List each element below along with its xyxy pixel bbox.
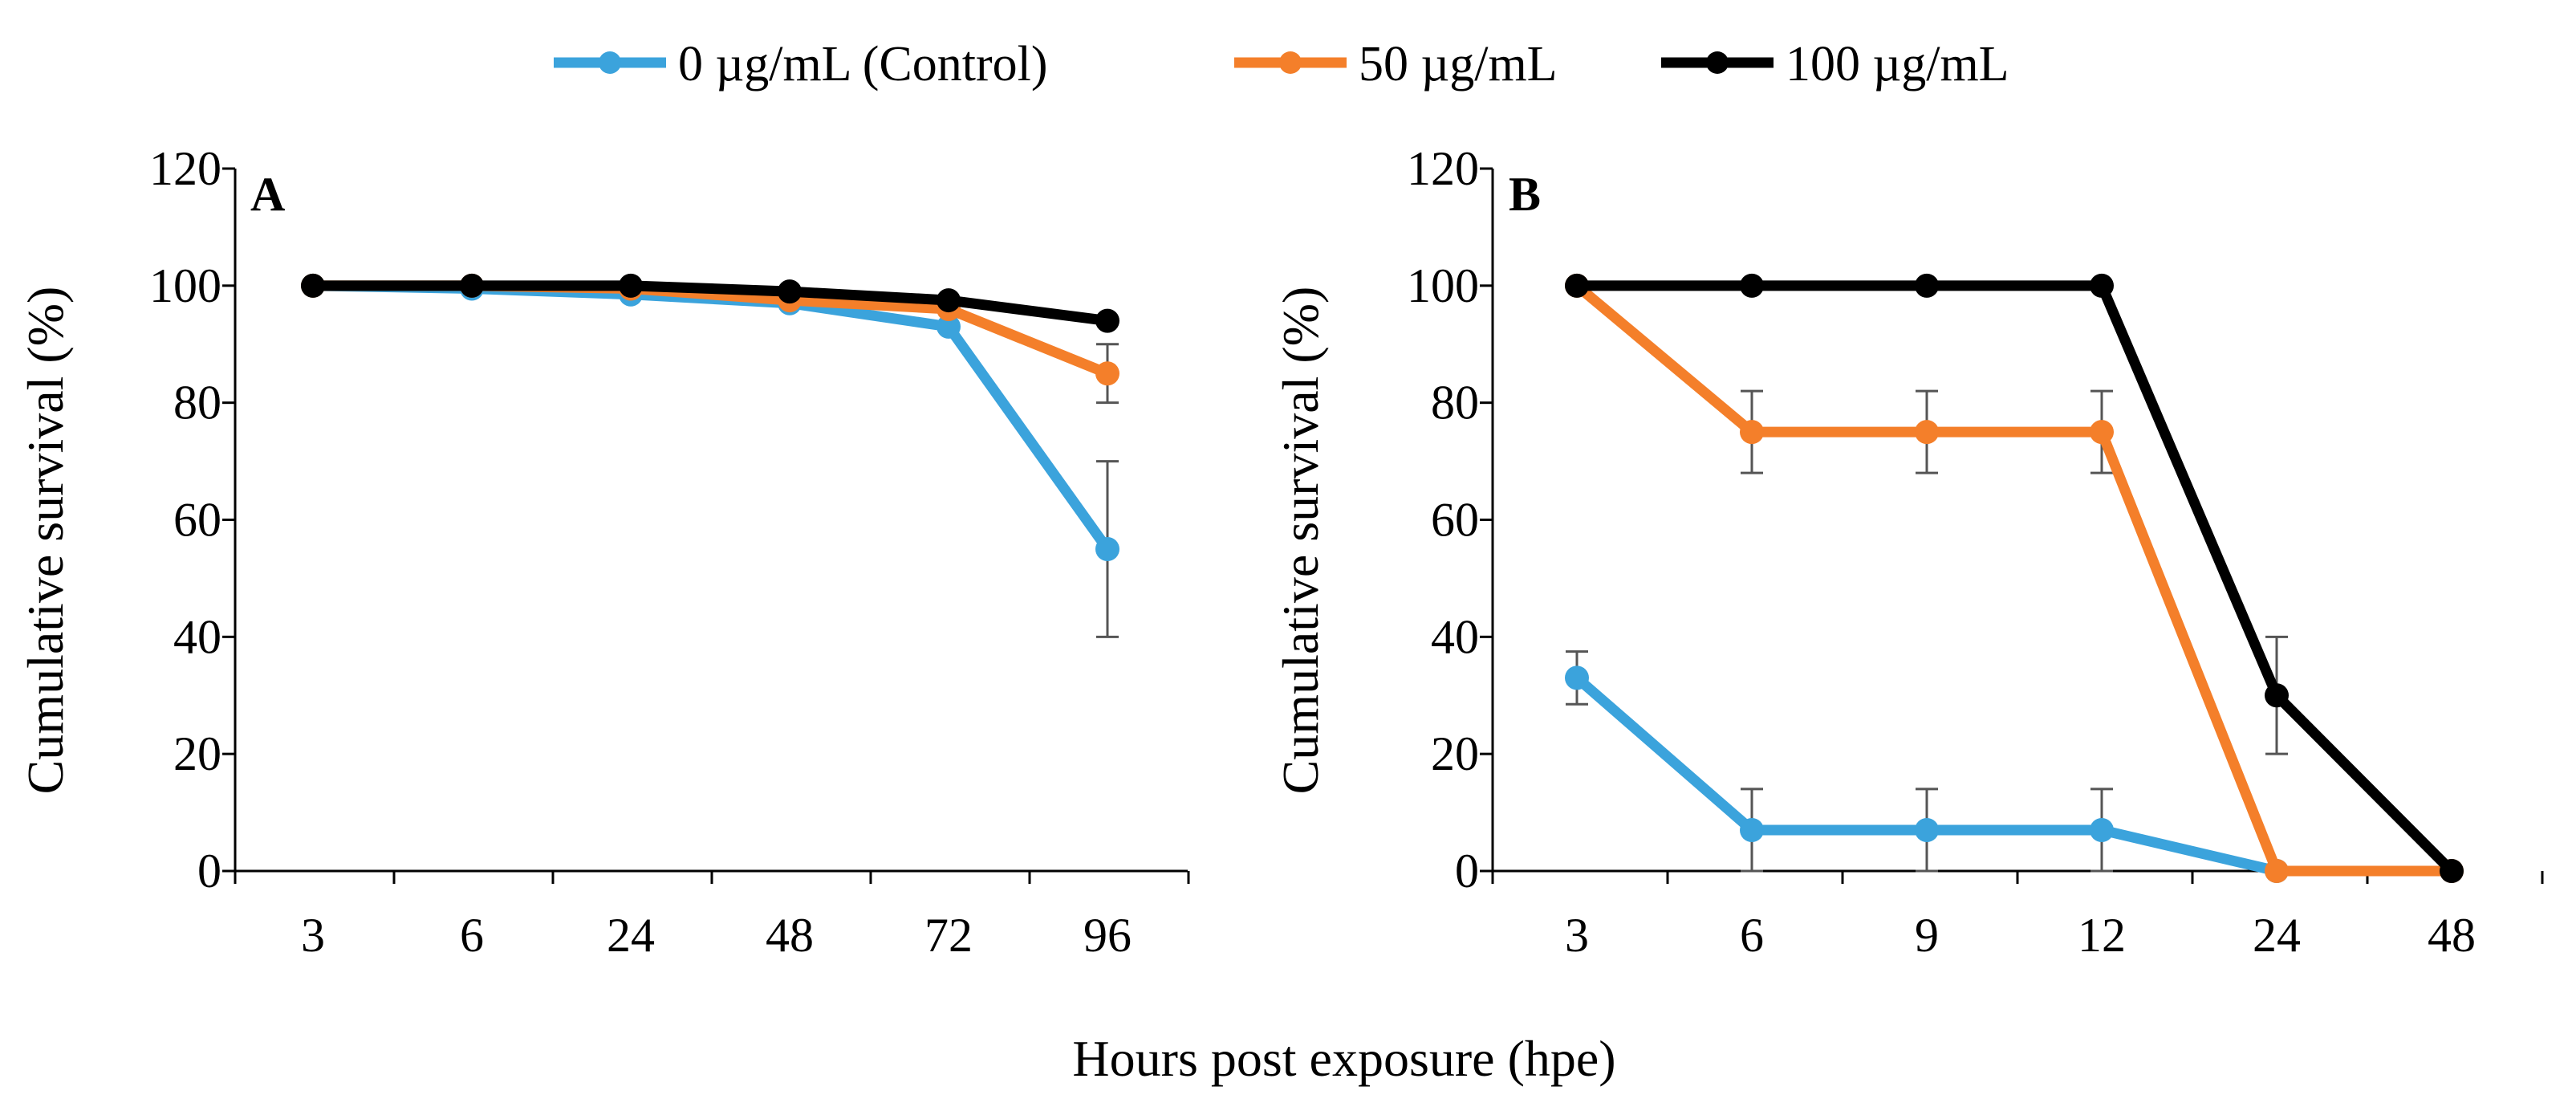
panel-b-series-1-point	[1915, 420, 1939, 445]
y-axis-label-b: Cumulative survival (%)	[1272, 287, 1329, 795]
panel-a-x-tick-label: 6	[460, 909, 484, 962]
panel-a-y-tick-label: 100	[149, 259, 221, 312]
legend-marker-50	[1279, 51, 1302, 74]
panel-b-series-2-line	[1577, 280, 2456, 875]
panel-b-y-tick-label: 100	[1407, 259, 1479, 312]
legend-label-100: 100 µg/mL	[1786, 37, 2009, 92]
panel-a-x-tick-label: 3	[301, 909, 325, 962]
panel-b-x-tick-label: 12	[2078, 909, 2126, 962]
panel-a-series-2-line	[313, 280, 1108, 327]
x-axis-label: Hours post exposure (hpe)	[1072, 1030, 1615, 1087]
panel-a-x-tick-label: 24	[607, 909, 655, 962]
legend-label-control: 0 µg/mL (Control)	[678, 37, 1048, 92]
legend-label-50: 50 µg/mL	[1359, 37, 1558, 92]
panel-b-y-tick-label: 0	[1455, 845, 1479, 897]
panel-b-series-2-point	[2265, 683, 2289, 708]
panel-a-series-1-line	[313, 280, 1110, 379]
panel-a-series-0-point	[937, 314, 961, 339]
panel-b-series-1-line	[1573, 281, 2452, 877]
panel-b-series-2-point	[1565, 273, 1589, 298]
panel-b-series-0-point	[2090, 817, 2114, 842]
chart-panel-a: 0 20 40 60 80 100 120 3 6 24 48 72 96 A	[149, 142, 1190, 962]
panel-a-series-1-point	[1095, 361, 1119, 386]
panel-a-series-2-point	[460, 273, 484, 298]
panel-b-y-tick-label: 60	[1431, 494, 1479, 547]
panel-b-series-0-point	[1740, 817, 1764, 842]
panel-b-series-2-point	[1740, 273, 1764, 298]
panel-a-series-0-point	[1095, 536, 1119, 561]
panel-b-label: B	[1509, 168, 1541, 221]
panel-a-y-tick-label: 40	[173, 610, 221, 663]
panel-b-x-tick-label: 3	[1565, 909, 1589, 962]
panel-a-series-2-point	[619, 273, 643, 298]
legend: 0 µg/mL (Control) 50 µg/mL 100 µg/mL	[554, 37, 2009, 92]
legend-item-control: 0 µg/mL (Control)	[554, 37, 1048, 92]
panel-a-series-2-point	[301, 273, 325, 298]
panel-b-x-tick-label: 9	[1915, 909, 1939, 962]
panel-a-series-2-point	[1095, 308, 1119, 333]
panel-b-series-1-point	[1740, 420, 1764, 445]
panel-a-y-tick-label: 80	[173, 376, 221, 429]
panel-a-x-tick-label: 48	[766, 909, 814, 962]
panel-b-x-tick-label: 24	[2253, 909, 2301, 962]
panel-b-x-tick-label: 6	[1740, 909, 1764, 962]
panel-b-y-tick-label: 120	[1407, 142, 1479, 195]
panel-a-series-2-point	[778, 279, 802, 304]
panel-b-series-2-point	[2440, 859, 2464, 883]
panel-a-series-2-point	[937, 288, 961, 313]
panel-a-y-tick-label: 120	[149, 142, 221, 195]
panel-b-y-tick-label: 80	[1431, 376, 1479, 429]
panel-b-series-2-point	[2090, 273, 2114, 298]
panel-b-series-1-point	[2265, 859, 2289, 883]
panel-b-series-0-point	[1915, 817, 1939, 842]
legend-item-100: 100 µg/mL	[1661, 37, 2009, 92]
panel-a-x-tick-label: 96	[1083, 909, 1132, 962]
panel-a-y-tick-label: 20	[173, 727, 221, 780]
panel-b-series-0-point	[1565, 665, 1589, 690]
panel-a-y-tick-label: 0	[197, 845, 221, 897]
panel-b-series-2-point	[1915, 273, 1939, 298]
panel-a-y-tick-label: 60	[173, 494, 221, 547]
panel-b-x-tick-label: 48	[2428, 909, 2476, 962]
legend-marker-100	[1706, 51, 1729, 74]
chart-panel-b: 0 20 40 60 80 100 120 3 6 9 12 24 48 B	[1407, 142, 2544, 962]
panel-a-x-tick-label: 72	[924, 909, 973, 962]
panel-a-label: A	[250, 168, 285, 221]
legend-marker-control	[599, 51, 621, 74]
panel-b-series-1-point	[2090, 420, 2114, 445]
legend-item-50: 50 µg/mL	[1234, 37, 1558, 92]
panel-b-y-tick-label: 40	[1431, 610, 1479, 663]
y-axis-label-a: Cumulative survival (%)	[17, 287, 74, 795]
panel-b-y-tick-label: 20	[1431, 727, 1479, 780]
